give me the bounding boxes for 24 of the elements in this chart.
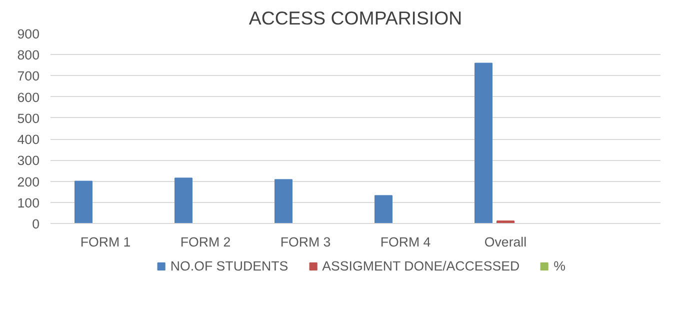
y-tick-label: 700	[17, 68, 40, 84]
y-tick-label: 600	[17, 90, 40, 105]
bar	[174, 178, 192, 224]
x-tick-label: FORM 1	[80, 234, 131, 250]
bar	[474, 62, 492, 224]
x-tick-label: Overall	[484, 234, 527, 250]
y-tick-label: 800	[17, 48, 40, 63]
bar	[74, 180, 92, 224]
y-tick-label: 900	[17, 26, 40, 42]
y-tick-label: 300	[17, 153, 40, 168]
legend-label: NO.OF STUDENTS	[170, 258, 288, 274]
y-tick-label: 400	[17, 132, 40, 148]
bar	[274, 179, 292, 224]
x-tick-label: FORM 3	[280, 234, 331, 250]
bar	[374, 195, 392, 224]
y-tick-label: 100	[17, 195, 40, 210]
y-tick-label: 500	[17, 110, 40, 126]
legend-label: %	[554, 258, 566, 274]
x-tick-label: FORM 2	[180, 234, 231, 250]
y-tick-label: 200	[17, 174, 40, 190]
legend-label: ASSIGMENT DONE/ACCESSED	[322, 258, 520, 274]
chart-title: ACCESS COMPARISION	[248, 8, 462, 28]
y-tick-label: 0	[32, 216, 40, 232]
x-tick-label: FORM 4	[380, 234, 432, 250]
